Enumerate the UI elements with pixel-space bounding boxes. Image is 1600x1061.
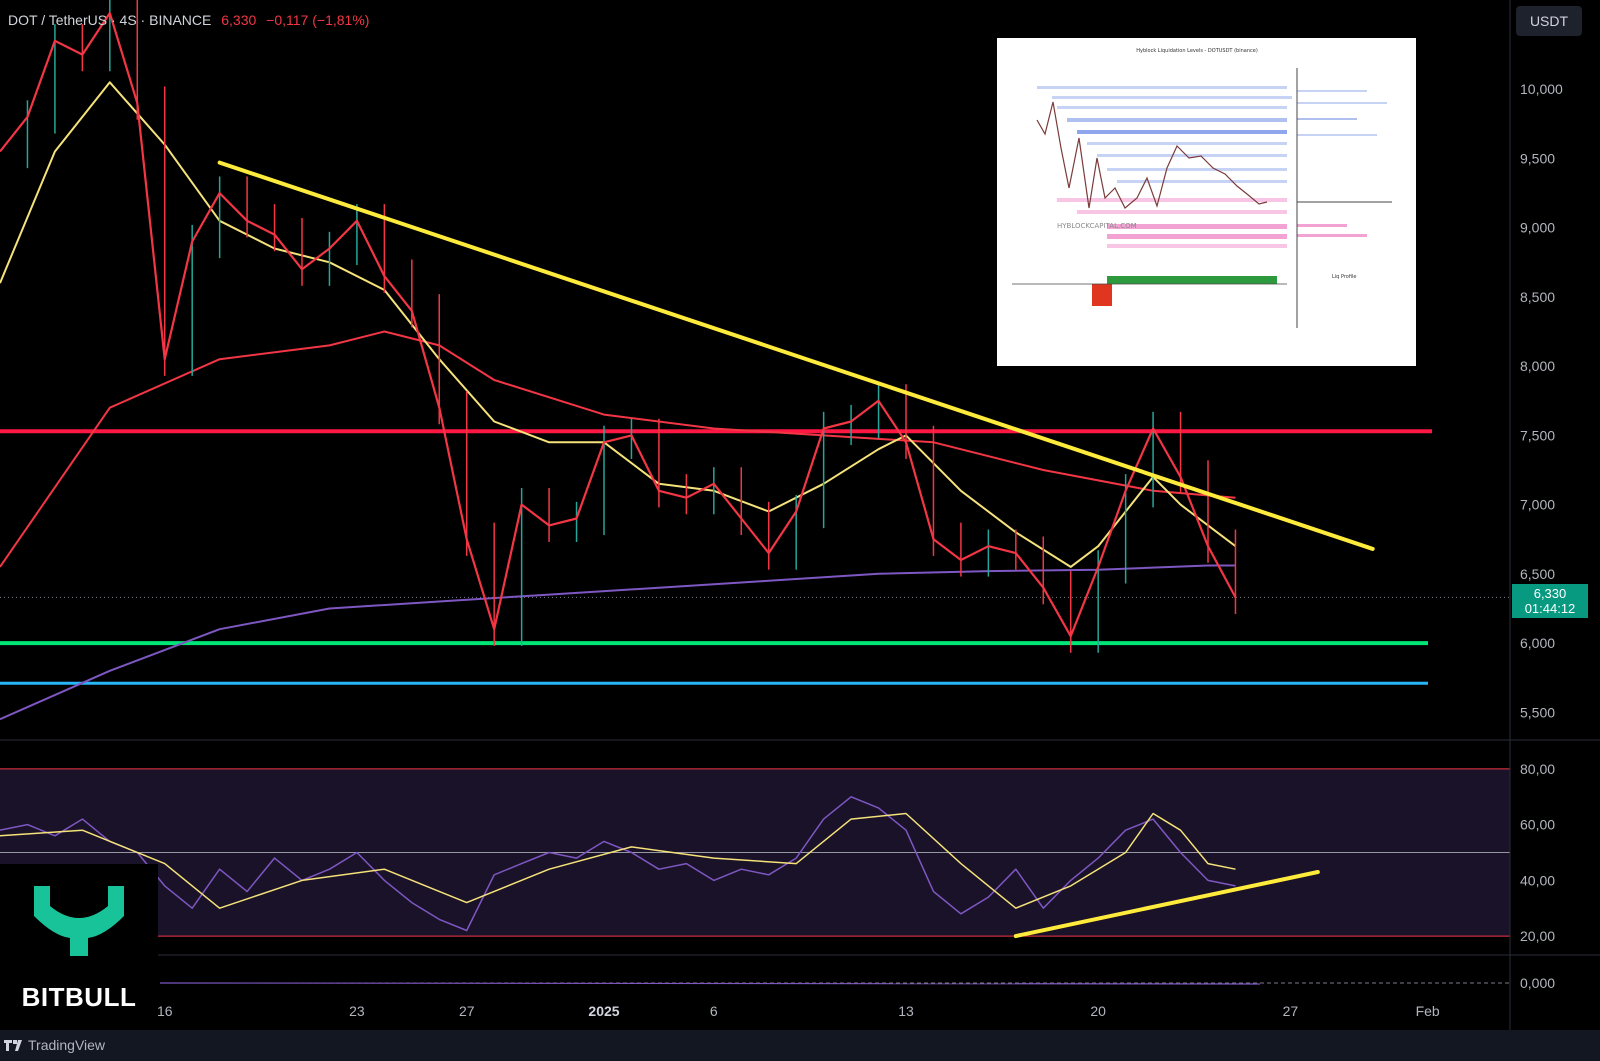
liquidation-heatmap-chart: Hyblock Liquidation Levels - DOTUSDT (bi… xyxy=(1012,48,1392,328)
price-tick-label: 8,500 xyxy=(1520,289,1555,305)
time-tick-label: 2025 xyxy=(588,1003,619,1019)
platform-name[interactable]: TradingView xyxy=(28,1037,106,1053)
price-tick-label: 9,000 xyxy=(1520,220,1555,236)
current-price-value: 6,330 xyxy=(1533,586,1567,601)
time-tick-label: 27 xyxy=(1283,1003,1299,1019)
liquidation-inset-image: Hyblock Liquidation Levels - DOTUSDT (bi… xyxy=(997,38,1416,366)
descending-trendline[interactable] xyxy=(217,160,1375,551)
symbol-exchange: BINANCE xyxy=(149,12,212,28)
tradingview-icon xyxy=(4,1040,22,1051)
time-tick-label: 6 xyxy=(710,1003,718,1019)
price-tick-label: 6,500 xyxy=(1520,566,1555,582)
macd-tick-label: 0,000 xyxy=(1520,975,1555,991)
price-tick-label: 9,500 xyxy=(1520,150,1555,166)
price-line xyxy=(0,12,1237,638)
rsi-ma-line xyxy=(0,812,1236,909)
price-change: −0,117 (−1,81%) xyxy=(266,12,370,28)
currency-button[interactable]: USDT xyxy=(1516,6,1582,36)
rsi-panel[interactable] xyxy=(0,768,1510,939)
inset-price-line xyxy=(1036,101,1268,209)
price-tick-label: 8,000 xyxy=(1520,358,1555,374)
inset-title: Hyblock Liquidation Levels - DOTUSDT (bi… xyxy=(1136,48,1258,54)
liquidation-bars xyxy=(1037,86,1387,248)
time-tick-label: Feb xyxy=(1416,1003,1440,1019)
bull-horns-icon xyxy=(34,886,124,956)
time-axis[interactable]: 16 23 27 2025 6 13 20 27 Feb xyxy=(157,1003,1440,1019)
symbol-header: DOT / TetherUS · 4S · BINANCE 6,330 −0,1… xyxy=(8,12,370,28)
brand-name: BITBULL xyxy=(21,982,137,1012)
rsi-ascending-trendline[interactable] xyxy=(1013,870,1320,939)
symbol-pair[interactable]: DOT / TetherUS xyxy=(8,12,108,28)
time-tick-label: 23 xyxy=(349,1003,365,1019)
footer-bar: TradingView xyxy=(0,1030,1600,1061)
price-tick-label: 6,000 xyxy=(1520,635,1555,651)
time-tick-label: 16 xyxy=(157,1003,173,1019)
rsi-tick-label: 20,00 xyxy=(1520,928,1555,944)
time-tick-label: 13 xyxy=(898,1003,914,1019)
price-tick-label: 5,500 xyxy=(1520,704,1555,720)
price-tick-label: 10,000 xyxy=(1520,81,1563,97)
price-tick-label: 7,500 xyxy=(1520,427,1555,443)
rsi-tick-label: 80,00 xyxy=(1520,761,1555,777)
time-tick-label: 20 xyxy=(1090,1003,1106,1019)
price-tick-label: 7,000 xyxy=(1520,497,1555,513)
price-panel[interactable] xyxy=(0,0,1600,956)
last-price: 6,330 xyxy=(221,12,257,28)
inset-watermark: HYBLOCKCAPITAL.COM xyxy=(1057,222,1137,230)
time-tick-label: 27 xyxy=(459,1003,475,1019)
rsi-line xyxy=(0,796,1236,932)
current-price-tag: 6,330 01:44:12 xyxy=(1512,584,1588,618)
symbol-timeframe[interactable]: 4S xyxy=(119,12,137,28)
ema-slow-line xyxy=(0,330,1236,568)
inset-side-label: Liq Profile xyxy=(1332,274,1357,280)
bitbull-logo xyxy=(0,864,158,1030)
macd-signal-line xyxy=(159,982,1261,985)
rsi-tick-label: 60,00 xyxy=(1520,817,1555,833)
bar-countdown: 01:44:12 xyxy=(1524,601,1576,616)
macd-panel xyxy=(0,982,1510,985)
price-axis[interactable]: 10,000 9,500 9,000 8,500 8,000 7,500 7,000 6,50… xyxy=(1509,0,1563,1030)
rsi-tick-label: 40,00 xyxy=(1520,872,1555,888)
